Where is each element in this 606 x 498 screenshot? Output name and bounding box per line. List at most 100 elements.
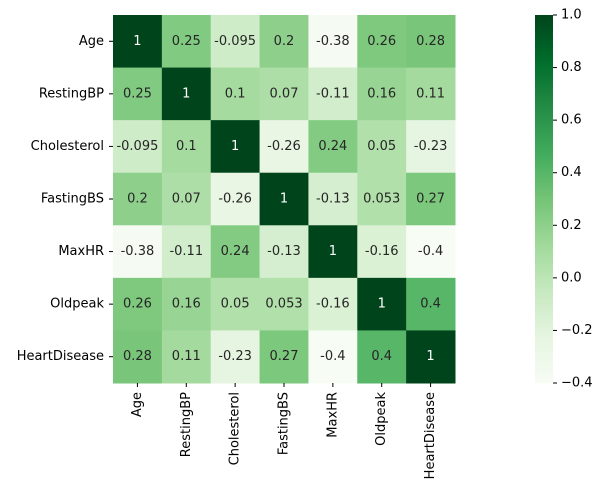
heatmap-cell-fastingbs-maxhr	[308, 172, 358, 226]
column-label-restingbp: RestingBP	[179, 392, 194, 457]
row-label-fastingbs: FastingBS	[41, 192, 104, 207]
cell-value-label: 0.4	[371, 349, 392, 364]
colorbar-tick-label: 0.6	[561, 113, 582, 128]
heatmap-cell-heartdisease-restingbp	[161, 330, 212, 384]
cell-value-label: -0.095	[116, 139, 158, 154]
cell-value-label: 0.1	[225, 86, 246, 101]
heatmap-cell-heartdisease-maxhr	[308, 330, 358, 384]
cell-value-label: -0.26	[267, 139, 301, 154]
heatmap-cell-age-fastingbs	[259, 15, 309, 69]
cell-value-label: 0.16	[367, 86, 396, 101]
column-label-cholesterol: Cholesterol	[228, 392, 243, 465]
column-labels: Age RestingBP Cholesterol FastingBS MaxHR Old…	[130, 383, 438, 479]
heatmap-cell-heartdisease-heartdisease	[406, 330, 456, 384]
cell-value-label: 0.2	[127, 192, 148, 207]
heatmap-cell-age-cholesterol	[210, 15, 261, 69]
cell-value-label: -0.26	[218, 192, 252, 207]
cell-value-label: 0.27	[416, 192, 445, 207]
heatmap-cell-fastingbs-fastingbs	[259, 172, 309, 226]
heatmap-cell-oldpeak-fastingbs	[259, 277, 309, 331]
row-label-cholesterol: Cholesterol	[31, 139, 104, 154]
heatmap-cells: 1 0.25 -0.095 0.2 -0.38 0.26 0.28 0.25 1 0.1 0.07 -…	[113, 15, 456, 384]
colorbar: 1.0 0.8 0.6 0.4 0.2 0.0 −0.2 −0.4	[535, 8, 593, 391]
heatmap-cell-age-age	[113, 15, 163, 69]
row-label-heartdisease: HeartDisease	[17, 349, 104, 364]
heatmap-cell-heartdisease-fastingbs	[259, 330, 309, 384]
column-label-fastingbs: FastingBS	[277, 392, 292, 455]
colorbar-tick-label: 0.2	[561, 218, 582, 233]
heatmap-cell-cholesterol-cholesterol	[210, 120, 261, 174]
heatmap-cell-maxhr-age	[113, 225, 163, 279]
row-label-maxhr: MaxHR	[58, 244, 104, 259]
heatmap-cell-maxhr-cholesterol	[210, 225, 261, 279]
heatmap-cell-restingbp-restingbp	[161, 67, 212, 121]
colorbar-tick-label: 0.8	[561, 60, 582, 75]
cell-value-label: 0.24	[318, 139, 347, 154]
cell-value-label: 1	[378, 297, 386, 312]
cell-value-label: 0.07	[172, 192, 201, 207]
colorbar-tick-label: −0.4	[561, 376, 593, 391]
heatmap-cell-age-oldpeak	[357, 15, 407, 69]
heatmap-cell-restingbp-fastingbs	[259, 67, 309, 121]
heatmap-cell-age-maxhr	[308, 15, 358, 69]
cell-value-label: 0.053	[363, 192, 400, 207]
cell-value-label: 0.28	[416, 34, 445, 49]
heatmap-cell-fastingbs-oldpeak	[357, 172, 407, 226]
cell-value-label: 1	[426, 349, 434, 364]
cell-value-label: -0.23	[414, 139, 448, 154]
row-label-age: Age	[79, 34, 104, 49]
cell-value-label: -0.16	[365, 244, 399, 259]
heatmap-cell-heartdisease-age	[113, 330, 163, 384]
cell-value-label: 1	[182, 86, 190, 101]
cell-value-label: -0.4	[418, 244, 443, 259]
colorbar-tick-label: −0.2	[561, 323, 593, 338]
heatmap-cell-fastingbs-age	[113, 172, 163, 226]
cell-value-label: 0.24	[221, 244, 250, 259]
column-label-oldpeak: Oldpeak	[374, 392, 389, 446]
cell-value-label: 0.07	[270, 86, 299, 101]
heatmap-cell-maxhr-oldpeak	[357, 225, 407, 279]
heatmap-cell-cholesterol-oldpeak	[357, 120, 407, 174]
cell-value-label: -0.23	[218, 349, 252, 364]
heatmap-cell-maxhr-maxhr	[308, 225, 358, 279]
heatmap-cell-restingbp-cholesterol	[210, 67, 261, 121]
cell-value-label: 0.26	[367, 34, 396, 49]
heatmap-cell-restingbp-maxhr	[308, 67, 358, 121]
row-label-restingbp: RestingBP	[39, 86, 104, 101]
heatmap-cell-oldpeak-oldpeak	[357, 277, 407, 331]
heatmap-cell-cholesterol-restingbp	[161, 120, 212, 174]
cell-value-label: -0.38	[121, 244, 155, 259]
cell-value-label: 0.4	[420, 297, 441, 312]
heatmap-cell-cholesterol-fastingbs	[259, 120, 309, 174]
heatmap-cell-age-restingbp	[161, 15, 212, 69]
row-labels: Age RestingBP Cholesterol FastingBS MaxHR Old…	[17, 34, 113, 364]
cell-value-label: 1	[231, 139, 239, 154]
column-label-age: Age	[130, 392, 145, 417]
cell-value-label: -0.095	[214, 34, 256, 49]
cell-value-label: -0.11	[169, 244, 203, 259]
cell-value-label: 0.11	[172, 349, 201, 364]
cell-value-label: 0.2	[274, 34, 295, 49]
heatmap-cell-restingbp-age	[113, 67, 163, 121]
colorbar-tick-label: 1.0	[561, 8, 582, 23]
heatmap-cell-fastingbs-restingbp	[161, 172, 212, 226]
cell-value-label: 0.28	[123, 349, 152, 364]
cell-value-label: 0.053	[265, 297, 302, 312]
heatmap-cell-maxhr-restingbp	[161, 225, 212, 279]
heatmap-cell-oldpeak-age	[113, 277, 163, 331]
cell-value-label: -0.4	[320, 349, 345, 364]
cell-value-label: 0.25	[123, 86, 152, 101]
cell-value-label: 0.27	[270, 349, 299, 364]
heatmap-cell-maxhr-fastingbs	[259, 225, 309, 279]
cell-value-label: 0.1	[176, 139, 197, 154]
heatmap-cell-cholesterol-maxhr	[308, 120, 358, 174]
cell-value-label: 1	[329, 244, 337, 259]
cell-value-label: 1	[133, 34, 141, 49]
heatmap-cell-oldpeak-restingbp	[161, 277, 212, 331]
cell-value-label: 0.26	[123, 297, 152, 312]
heatmap-cell-fastingbs-heartdisease	[406, 172, 456, 226]
cell-value-label: -0.11	[316, 86, 350, 101]
colorbar-tick-label: 0.4	[561, 165, 582, 180]
row-label-oldpeak: Oldpeak	[50, 297, 104, 312]
heatmap-cell-heartdisease-oldpeak	[357, 330, 407, 384]
